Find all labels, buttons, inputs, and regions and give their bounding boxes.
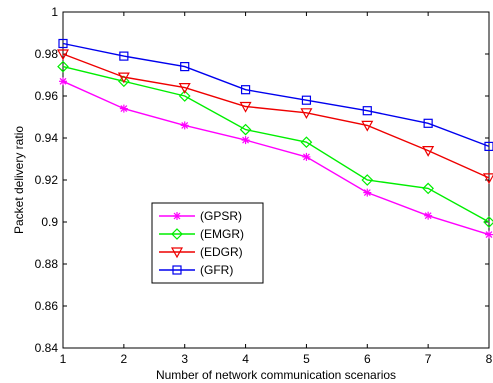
data-point [300, 108, 313, 120]
legend-item: (EMGR) [159, 227, 244, 241]
data-point [56, 49, 70, 61]
x-tick-label: 2 [121, 352, 128, 366]
data-point [422, 182, 434, 195]
legend-label: (GPSR) [200, 209, 242, 223]
series-line [62, 53, 490, 179]
data-point [180, 61, 190, 72]
data-point [178, 90, 191, 102]
x-tick-label: 6 [364, 352, 371, 366]
legend-item: (GFR) [159, 263, 233, 277]
x-axis-label: Number of network communication scenario… [156, 368, 396, 382]
data-point [118, 75, 130, 88]
data-point [482, 173, 493, 185]
y-axis-label: Packet delivery ratio [12, 126, 26, 234]
x-tick-label: 1 [60, 352, 67, 366]
data-point [484, 141, 493, 151]
data-point [57, 60, 69, 73]
data-point [423, 118, 433, 128]
y-tick-label: 0.96 [35, 89, 59, 103]
data-point [59, 77, 67, 86]
data-point [424, 211, 433, 220]
x-tick-label: 5 [303, 352, 310, 366]
data-point [119, 104, 128, 113]
x-tick-label: 4 [242, 352, 249, 366]
data-point [363, 188, 372, 197]
data-point [58, 38, 68, 49]
data-point [361, 174, 374, 186]
x-axis: 1 2 3 4 5 6 7 8 [60, 12, 493, 366]
data-point [180, 121, 189, 130]
series-emgr [57, 60, 493, 228]
legend-marker [170, 247, 184, 259]
data-point [362, 106, 372, 116]
legend-item: (EDGR) [159, 245, 243, 259]
y-tick-label: 0.9 [41, 215, 58, 229]
data-point [178, 82, 191, 94]
series-gfr [58, 38, 493, 151]
data-point [301, 95, 312, 105]
legend-label: (EMGR) [200, 227, 244, 241]
data-point [485, 230, 493, 239]
data-point [239, 101, 252, 113]
y-axis: 0.84 0.86 0.88 0.9 0.92 0.94 0.96 0.98 1 [35, 5, 489, 355]
series-gpsr [59, 77, 493, 239]
data-point [483, 216, 493, 228]
y-tick-label: 0.84 [35, 341, 59, 355]
data-point [241, 136, 250, 145]
legend: (GPSR) (EMGR) (EDGR) (GFR) [151, 202, 264, 284]
x-tick-label: 8 [486, 352, 493, 366]
legend-item: (GPSR) [159, 209, 242, 223]
data-point [361, 120, 374, 132]
data-point [300, 136, 313, 149]
data-point [117, 72, 130, 84]
y-tick-label: 0.86 [35, 299, 59, 313]
series-line [62, 80, 490, 236]
data-point [302, 152, 311, 161]
data-point [239, 123, 252, 136]
x-tick-label: 3 [181, 352, 188, 366]
y-tick-label: 0.98 [35, 47, 59, 61]
data-point [119, 51, 129, 61]
series-edgr [56, 49, 493, 185]
legend-label: (EDGR) [200, 245, 243, 259]
legend-marker [171, 228, 183, 240]
plot-area [62, 11, 490, 349]
y-tick-label: 1 [51, 5, 58, 19]
data-point [240, 85, 251, 95]
x-tick-label: 7 [425, 352, 432, 366]
y-tick-label: 0.94 [35, 131, 59, 145]
legend-label: (GFR) [200, 263, 233, 277]
series-group [56, 38, 493, 239]
data-point [422, 146, 435, 157]
series-line [62, 65, 490, 223]
series-line [62, 42, 490, 148]
y-tick-label: 0.92 [35, 173, 59, 187]
y-tick-label: 0.88 [35, 257, 59, 271]
legend-marker [173, 212, 181, 220]
legend-marker [172, 265, 182, 275]
